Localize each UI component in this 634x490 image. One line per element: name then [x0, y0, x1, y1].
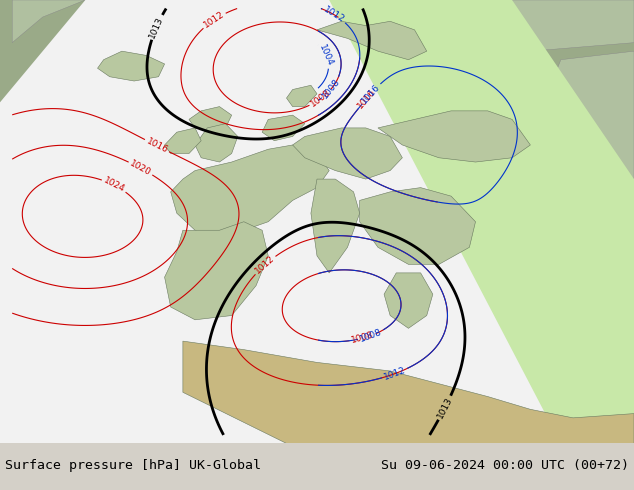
Text: 1016: 1016 — [145, 137, 169, 155]
Polygon shape — [329, 0, 634, 51]
Polygon shape — [311, 179, 359, 273]
Text: 1004: 1004 — [318, 43, 335, 68]
Text: 1012: 1012 — [254, 254, 276, 276]
Text: 1016: 1016 — [360, 82, 382, 105]
Text: 1013: 1013 — [148, 15, 165, 39]
Polygon shape — [189, 107, 231, 132]
Polygon shape — [408, 358, 634, 435]
Text: 1008: 1008 — [359, 327, 384, 344]
Polygon shape — [531, 51, 634, 200]
Text: 1012: 1012 — [322, 5, 346, 24]
Polygon shape — [378, 111, 531, 162]
Polygon shape — [195, 123, 238, 162]
Polygon shape — [183, 341, 634, 443]
Polygon shape — [329, 0, 634, 443]
Polygon shape — [0, 0, 561, 443]
Polygon shape — [262, 115, 305, 141]
Polygon shape — [165, 222, 268, 320]
Text: Su 09-06-2024 00:00 UTC (00+72): Su 09-06-2024 00:00 UTC (00+72) — [381, 459, 629, 472]
Text: 1024: 1024 — [102, 176, 126, 195]
Text: Surface pressure [hPa] UK-Global: Surface pressure [hPa] UK-Global — [5, 459, 261, 472]
Polygon shape — [293, 128, 403, 179]
Text: 1008: 1008 — [351, 331, 375, 345]
Polygon shape — [98, 51, 165, 81]
Polygon shape — [134, 17, 158, 30]
Text: 1012: 1012 — [202, 10, 226, 30]
Polygon shape — [359, 188, 476, 265]
Text: 1016: 1016 — [356, 87, 378, 110]
Text: 1013: 1013 — [436, 395, 454, 420]
Text: 1008: 1008 — [309, 88, 333, 109]
Polygon shape — [317, 22, 427, 60]
Polygon shape — [287, 85, 317, 107]
Text: 1020: 1020 — [129, 159, 153, 177]
Polygon shape — [384, 273, 433, 328]
Text: 1012: 1012 — [383, 366, 407, 382]
Polygon shape — [165, 128, 201, 153]
Polygon shape — [171, 145, 329, 243]
Polygon shape — [12, 0, 86, 43]
Text: 1008: 1008 — [321, 76, 342, 100]
